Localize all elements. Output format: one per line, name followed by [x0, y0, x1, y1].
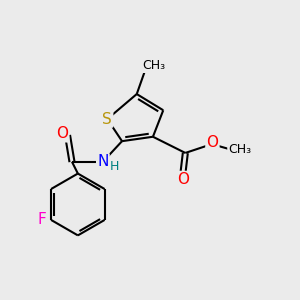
Text: O: O: [177, 172, 189, 187]
Text: H: H: [110, 160, 119, 173]
Text: N: N: [97, 154, 109, 169]
Text: CH₃: CH₃: [142, 59, 165, 72]
Text: F: F: [37, 212, 46, 227]
Text: O: O: [56, 126, 68, 141]
Text: S: S: [102, 112, 112, 127]
Text: O: O: [206, 135, 218, 150]
Text: CH₃: CH₃: [228, 143, 251, 157]
